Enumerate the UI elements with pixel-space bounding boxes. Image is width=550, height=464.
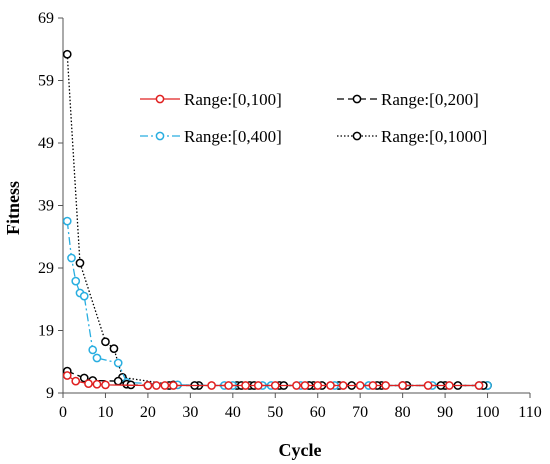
- legend-item: Range:[0,100]: [140, 90, 282, 109]
- legend-label: Range:[0,400]: [184, 127, 282, 146]
- y-tick-label: 29: [38, 260, 54, 277]
- data-point: [143, 381, 153, 390]
- legend-item: Range:[0,200]: [337, 90, 479, 109]
- data-point: [241, 381, 250, 390]
- x-tick-label: 100: [476, 404, 500, 421]
- data-point: [67, 253, 76, 263]
- data-point: [444, 381, 454, 390]
- data-point: [92, 353, 102, 363]
- legend-marker: [352, 131, 362, 141]
- data-point: [79, 291, 89, 301]
- legend-item: Range:[0,400]: [140, 127, 282, 146]
- data-point: [79, 373, 89, 383]
- x-tick-label: 50: [267, 404, 283, 421]
- data-point: [270, 381, 280, 390]
- legend-marker: [155, 131, 165, 141]
- y-axis-title: Fitness: [3, 181, 23, 235]
- axes: 9 19 29 39 49 59 69 0 10 20 30 40 50 60 70 80 90 100 110: [38, 10, 542, 421]
- legend-label: Range:[0,1000]: [381, 127, 487, 146]
- data-point: [207, 381, 216, 390]
- data-point: [92, 379, 102, 389]
- data-point: [71, 376, 81, 386]
- data-point: [381, 381, 391, 390]
- x-tick-label: 90: [437, 404, 453, 421]
- data-point: [224, 381, 233, 390]
- data-point: [71, 276, 81, 286]
- x-tick-label: 10: [97, 404, 113, 421]
- data-point: [101, 337, 110, 347]
- data-point: [326, 381, 335, 390]
- series: [62, 216, 492, 390]
- x-tick-label: 30: [182, 404, 198, 421]
- series-line: [66, 221, 488, 387]
- series: [62, 371, 484, 390]
- y-tick-label: 69: [38, 10, 54, 27]
- data-point: [169, 381, 178, 390]
- legend-label: Range:[0,200]: [381, 90, 479, 109]
- x-tick-label: 40: [225, 404, 241, 421]
- x-axis-title: Cycle: [279, 440, 322, 460]
- legend-label: Range:[0,100]: [184, 90, 282, 109]
- x-tick-label: 20: [140, 404, 156, 421]
- x-tick-label: 110: [518, 404, 541, 421]
- data-point: [313, 381, 323, 390]
- data-point: [62, 216, 72, 226]
- data-point: [62, 371, 72, 380]
- data-point: [355, 381, 365, 390]
- data-point: [398, 381, 407, 390]
- data-point: [113, 376, 123, 386]
- data-point: [300, 381, 310, 390]
- data-point: [88, 345, 98, 355]
- y-tick-label: 49: [38, 135, 54, 152]
- y-tick-label: 19: [38, 323, 54, 340]
- data-point: [75, 258, 85, 268]
- series-layer: [62, 49, 492, 390]
- legend: Range:[0,100] Range:[0,200] Range:[0,400] R…: [140, 90, 487, 146]
- data-point: [338, 381, 348, 390]
- y-tick-label: 9: [46, 385, 54, 402]
- data-point: [101, 380, 110, 390]
- data-point: [62, 49, 72, 59]
- data-point: [423, 381, 433, 390]
- x-tick-label: 70: [352, 404, 368, 421]
- data-point: [113, 358, 123, 368]
- data-point: [253, 381, 263, 390]
- y-tick-label: 59: [38, 73, 54, 90]
- data-point: [368, 381, 378, 390]
- data-point: [160, 381, 170, 390]
- x-tick-label: 0: [59, 404, 67, 421]
- legend-item: Range:[0,1000]: [337, 127, 487, 146]
- x-tick-label: 60: [310, 404, 326, 421]
- x-tick-label: 80: [395, 404, 411, 421]
- y-tick-label: 39: [38, 198, 54, 215]
- legend-marker: [352, 94, 362, 104]
- legend-marker: [155, 94, 165, 104]
- data-point: [152, 381, 161, 390]
- data-point: [84, 379, 93, 388]
- data-point: [109, 344, 119, 353]
- data-point: [292, 381, 301, 390]
- data-point: [474, 381, 484, 390]
